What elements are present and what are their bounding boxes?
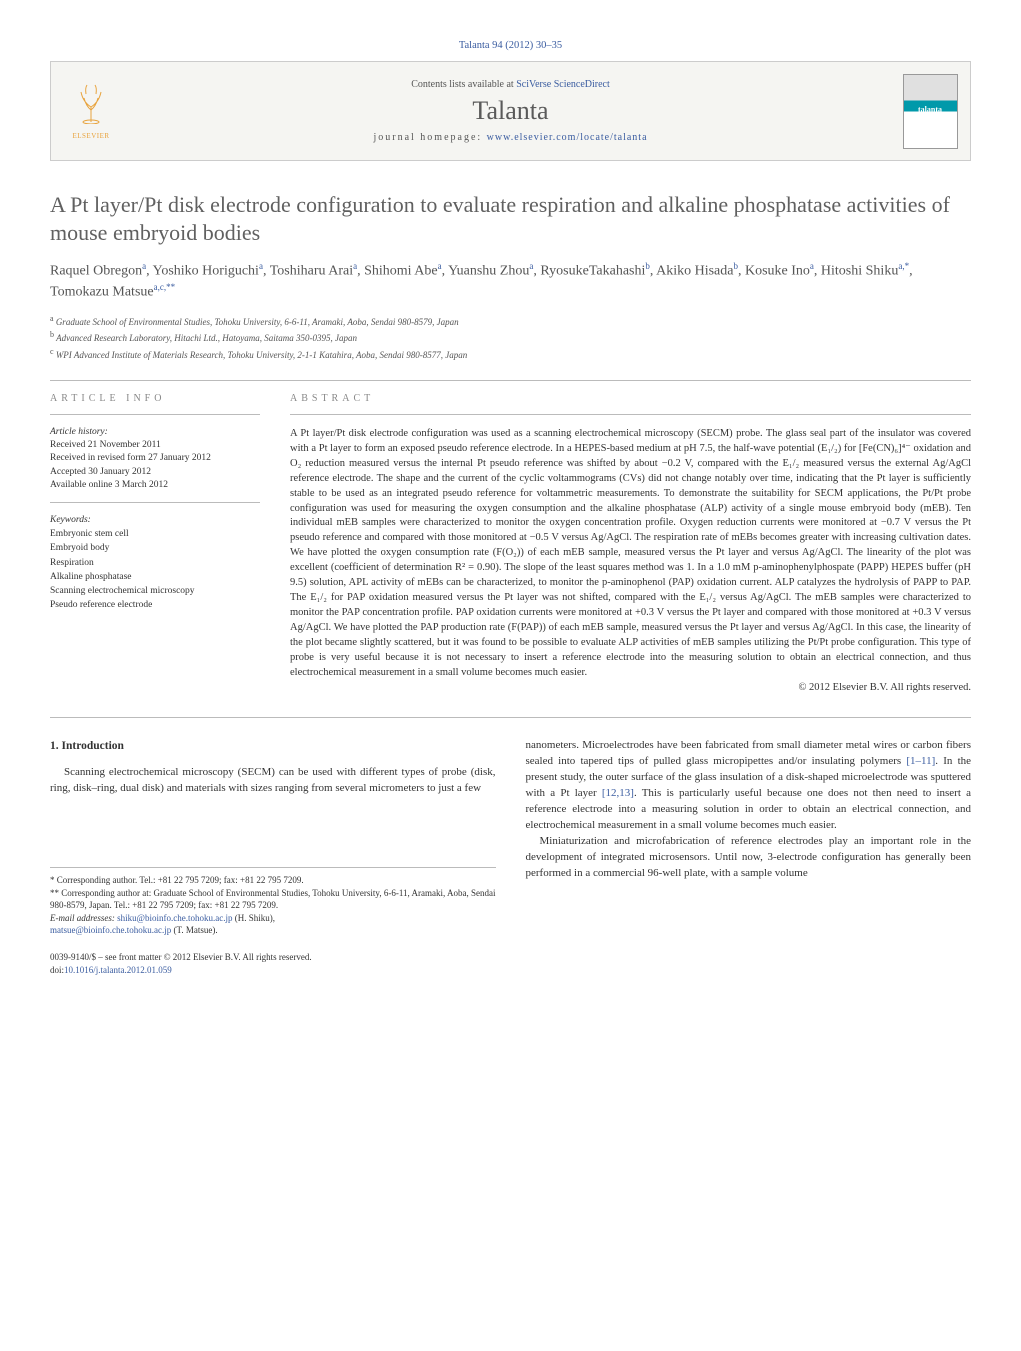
footnotes-block: * Corresponding author. Tel.: +81 22 795… bbox=[50, 867, 496, 937]
keyword-item: Alkaline phosphatase bbox=[50, 570, 260, 584]
corresponding-author-1: * Corresponding author. Tel.: +81 22 795… bbox=[50, 874, 496, 887]
body-left-column: 1. Introduction Scanning electrochemical… bbox=[50, 738, 496, 976]
body-right-column: nanometers. Microelectrodes have been fa… bbox=[526, 738, 972, 976]
info-abstract-row: ARTICLE INFO Article history: Received 2… bbox=[50, 393, 971, 693]
body-text: nanometers. Microelectrodes have been fa… bbox=[526, 739, 972, 767]
page-root: Talanta 94 (2012) 30–35 ELSEVIER Content… bbox=[0, 0, 1021, 1016]
body-columns: 1. Introduction Scanning electrochemical… bbox=[50, 738, 971, 976]
affiliation-line: a Graduate School of Environmental Studi… bbox=[50, 313, 971, 330]
divider-info-2 bbox=[50, 502, 260, 503]
contents-line: Contents lists available at SciVerse Sci… bbox=[131, 79, 890, 90]
keyword-item: Pseudo reference electrode bbox=[50, 598, 260, 612]
sciencedirect-link[interactable]: SciVerse ScienceDirect bbox=[516, 79, 610, 90]
body-paragraph: Miniaturization and microfabrication of … bbox=[526, 834, 972, 882]
body-paragraph: Scanning electrochemical microscopy (SEC… bbox=[50, 765, 496, 797]
keyword-item: Respiration bbox=[50, 556, 260, 570]
reference-link[interactable]: [1–11] bbox=[906, 755, 935, 767]
abstract-column: ABSTRACT A Pt layer/Pt disk electrode co… bbox=[290, 393, 971, 693]
homepage-prefix: journal homepage: bbox=[373, 132, 486, 143]
tree-icon bbox=[71, 82, 111, 132]
banner-center: Contents lists available at SciVerse Sci… bbox=[131, 79, 890, 143]
doi-link[interactable]: 10.1016/j.talanta.2012.01.059 bbox=[64, 965, 172, 975]
abstract-heading: ABSTRACT bbox=[290, 393, 971, 404]
email-line: E-mail addresses: shiku@bioinfo.che.toho… bbox=[50, 912, 496, 937]
citation-header: Talanta 94 (2012) 30–35 bbox=[50, 40, 971, 51]
email-suffix-2: (T. Matsue). bbox=[171, 925, 217, 935]
keyword-item: Embryoid body bbox=[50, 541, 260, 555]
front-matter-line: 0039-9140/$ – see front matter © 2012 El… bbox=[50, 951, 496, 964]
cover-thumb-area: talanta bbox=[890, 62, 970, 160]
keywords-label: Keywords: bbox=[50, 515, 260, 525]
homepage-line: journal homepage: www.elsevier.com/locat… bbox=[131, 132, 890, 143]
article-info-column: ARTICLE INFO Article history: Received 2… bbox=[50, 393, 260, 693]
keywords-list: Embryonic stem cellEmbryoid bodyRespirat… bbox=[50, 527, 260, 613]
article-info-heading: ARTICLE INFO bbox=[50, 393, 260, 404]
journal-cover-thumbnail[interactable]: talanta bbox=[903, 74, 958, 149]
divider-info-1 bbox=[50, 414, 260, 415]
cover-label: talanta bbox=[918, 105, 942, 114]
journal-title: Talanta bbox=[131, 96, 890, 126]
divider-bottom bbox=[50, 717, 971, 718]
reference-link[interactable]: [12,13] bbox=[602, 787, 634, 799]
keyword-item: Scanning electrochemical microscopy bbox=[50, 584, 260, 598]
publisher-name: ELSEVIER bbox=[72, 132, 109, 140]
email-suffix-1: (H. Shiku), bbox=[232, 913, 275, 923]
doi-block: 0039-9140/$ – see front matter © 2012 El… bbox=[50, 951, 496, 976]
article-title: A Pt layer/Pt disk electrode configurati… bbox=[50, 191, 971, 246]
author-list: Raquel Obregona, Yoshiko Horiguchia, Tos… bbox=[50, 260, 971, 303]
homepage-link[interactable]: www.elsevier.com/locate/talanta bbox=[487, 132, 648, 143]
publisher-logo-area: ELSEVIER bbox=[51, 62, 131, 160]
email-link-2[interactable]: matsue@bioinfo.che.tohoku.ac.jp bbox=[50, 925, 171, 935]
affiliation-line: b Advanced Research Laboratory, Hitachi … bbox=[50, 329, 971, 346]
journal-banner: ELSEVIER Contents lists available at Sci… bbox=[50, 61, 971, 161]
copyright-line: © 2012 Elsevier B.V. All rights reserved… bbox=[290, 682, 971, 693]
history-label: Article history: bbox=[50, 427, 260, 437]
section-number: 1. bbox=[50, 740, 59, 752]
history-text: Received 21 November 2011Received in rev… bbox=[50, 439, 260, 492]
divider-abstract bbox=[290, 414, 971, 415]
email-link-1[interactable]: shiku@bioinfo.che.tohoku.ac.jp bbox=[117, 913, 232, 923]
contents-prefix: Contents lists available at bbox=[411, 79, 516, 90]
section-heading: 1. Introduction bbox=[50, 738, 496, 755]
divider-top bbox=[50, 380, 971, 381]
affiliations: a Graduate School of Environmental Studi… bbox=[50, 313, 971, 363]
email-label: E-mail addresses: bbox=[50, 913, 117, 923]
keyword-item: Embryonic stem cell bbox=[50, 527, 260, 541]
corresponding-author-2: ** Corresponding author at: Graduate Sch… bbox=[50, 887, 496, 912]
affiliation-line: c WPI Advanced Institute of Materials Re… bbox=[50, 346, 971, 363]
body-paragraph: nanometers. Microelectrodes have been fa… bbox=[526, 738, 972, 834]
abstract-text: A Pt layer/Pt disk electrode configurati… bbox=[290, 427, 971, 680]
section-title: Introduction bbox=[62, 740, 124, 752]
doi-prefix: doi: bbox=[50, 965, 64, 975]
elsevier-logo[interactable]: ELSEVIER bbox=[61, 76, 121, 146]
doi-line: doi:10.1016/j.talanta.2012.01.059 bbox=[50, 964, 496, 977]
